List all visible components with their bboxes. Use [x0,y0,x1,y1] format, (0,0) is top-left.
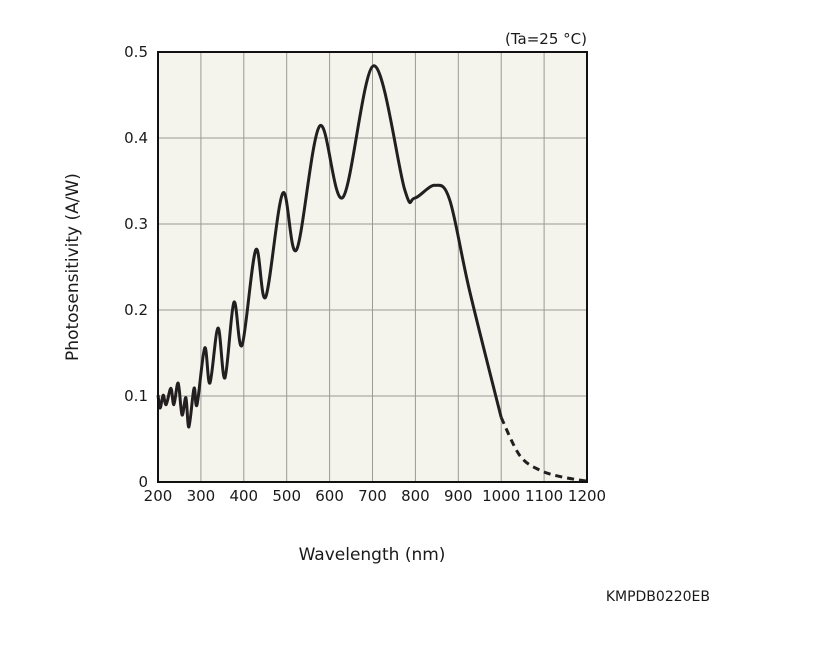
x-tick-label: 600 [315,487,344,505]
x-tick-label: 800 [401,487,430,505]
figure-id: KMPDB0220EB [606,589,710,605]
y-tick-label: 0.1 [124,387,148,405]
x-tick-label: 1000 [482,487,520,505]
series-line-measured [156,64,503,429]
x-tick-label: 400 [229,487,258,505]
series-group [156,64,588,483]
condition-note: (Ta=25 °C) [505,30,587,48]
y-tick-label: 0.4 [124,129,148,147]
x-tick-label: 700 [358,487,387,505]
y-tick-label: 0 [138,473,148,491]
y-tick-label: 0.5 [124,43,148,61]
x-tick-label: 1200 [568,487,606,505]
x-tick-label: 900 [444,487,473,505]
x-tick-label: 1100 [525,487,563,505]
series-line-extrapolated [499,416,588,483]
plot-frame [157,51,588,483]
y-axis-label: Photosensitivity (A/W) [63,173,83,361]
x-axis-label: Wavelength (nm) [299,545,446,565]
y-tick-label: 0.3 [124,215,148,233]
x-tick-label: 500 [272,487,301,505]
tick-labels: 200 300 400 500 600 700 800 900 1000 1100 1200 0 0.1… [124,43,606,505]
x-tick-label: 300 [187,487,216,505]
y-tick-label: 0.2 [124,301,148,319]
x-tick-label: 200 [144,487,173,505]
